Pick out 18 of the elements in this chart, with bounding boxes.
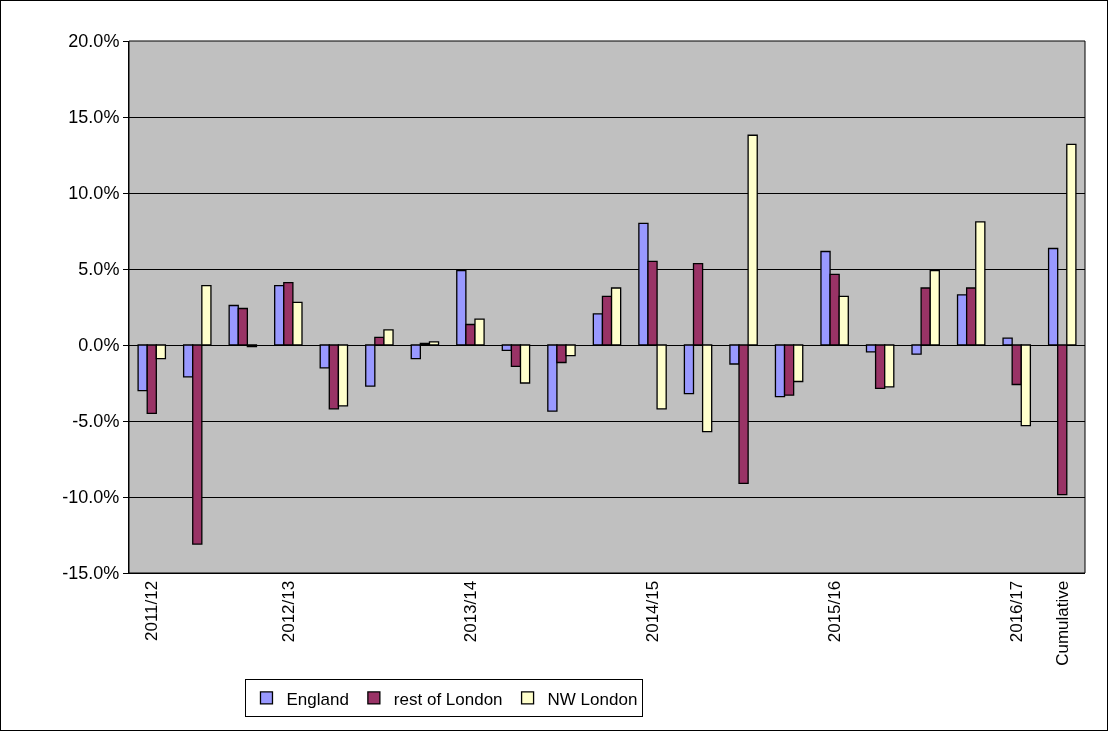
- y-tick-label: 20.0%: [68, 31, 120, 52]
- x-tick-label: 2014/15: [643, 580, 663, 643]
- x-tick-label: 2011/12: [142, 580, 162, 641]
- legend-label: NW London: [547, 689, 638, 709]
- legend-label: England: [286, 689, 349, 709]
- x-tick-label: 2012/13: [278, 580, 298, 643]
- y-tick-label: 10.0%: [68, 183, 120, 204]
- x-tick-label: 2013/14: [460, 580, 480, 643]
- x-tick-label: 2015/16: [825, 580, 845, 643]
- y-tick-label: -10.0%: [62, 487, 120, 508]
- x-tick-label: 2016/17: [1007, 580, 1027, 643]
- x-tick-label: Cumulative: [1052, 580, 1072, 666]
- y-tick-label: -5.0%: [72, 411, 120, 432]
- y-tick-label: 15.0%: [68, 107, 120, 128]
- y-tick-label: -15.0%: [62, 563, 120, 584]
- legend-label: rest of London: [393, 689, 503, 709]
- y-tick-label: 5.0%: [78, 259, 120, 280]
- y-tick-label: 0.0%: [78, 335, 120, 356]
